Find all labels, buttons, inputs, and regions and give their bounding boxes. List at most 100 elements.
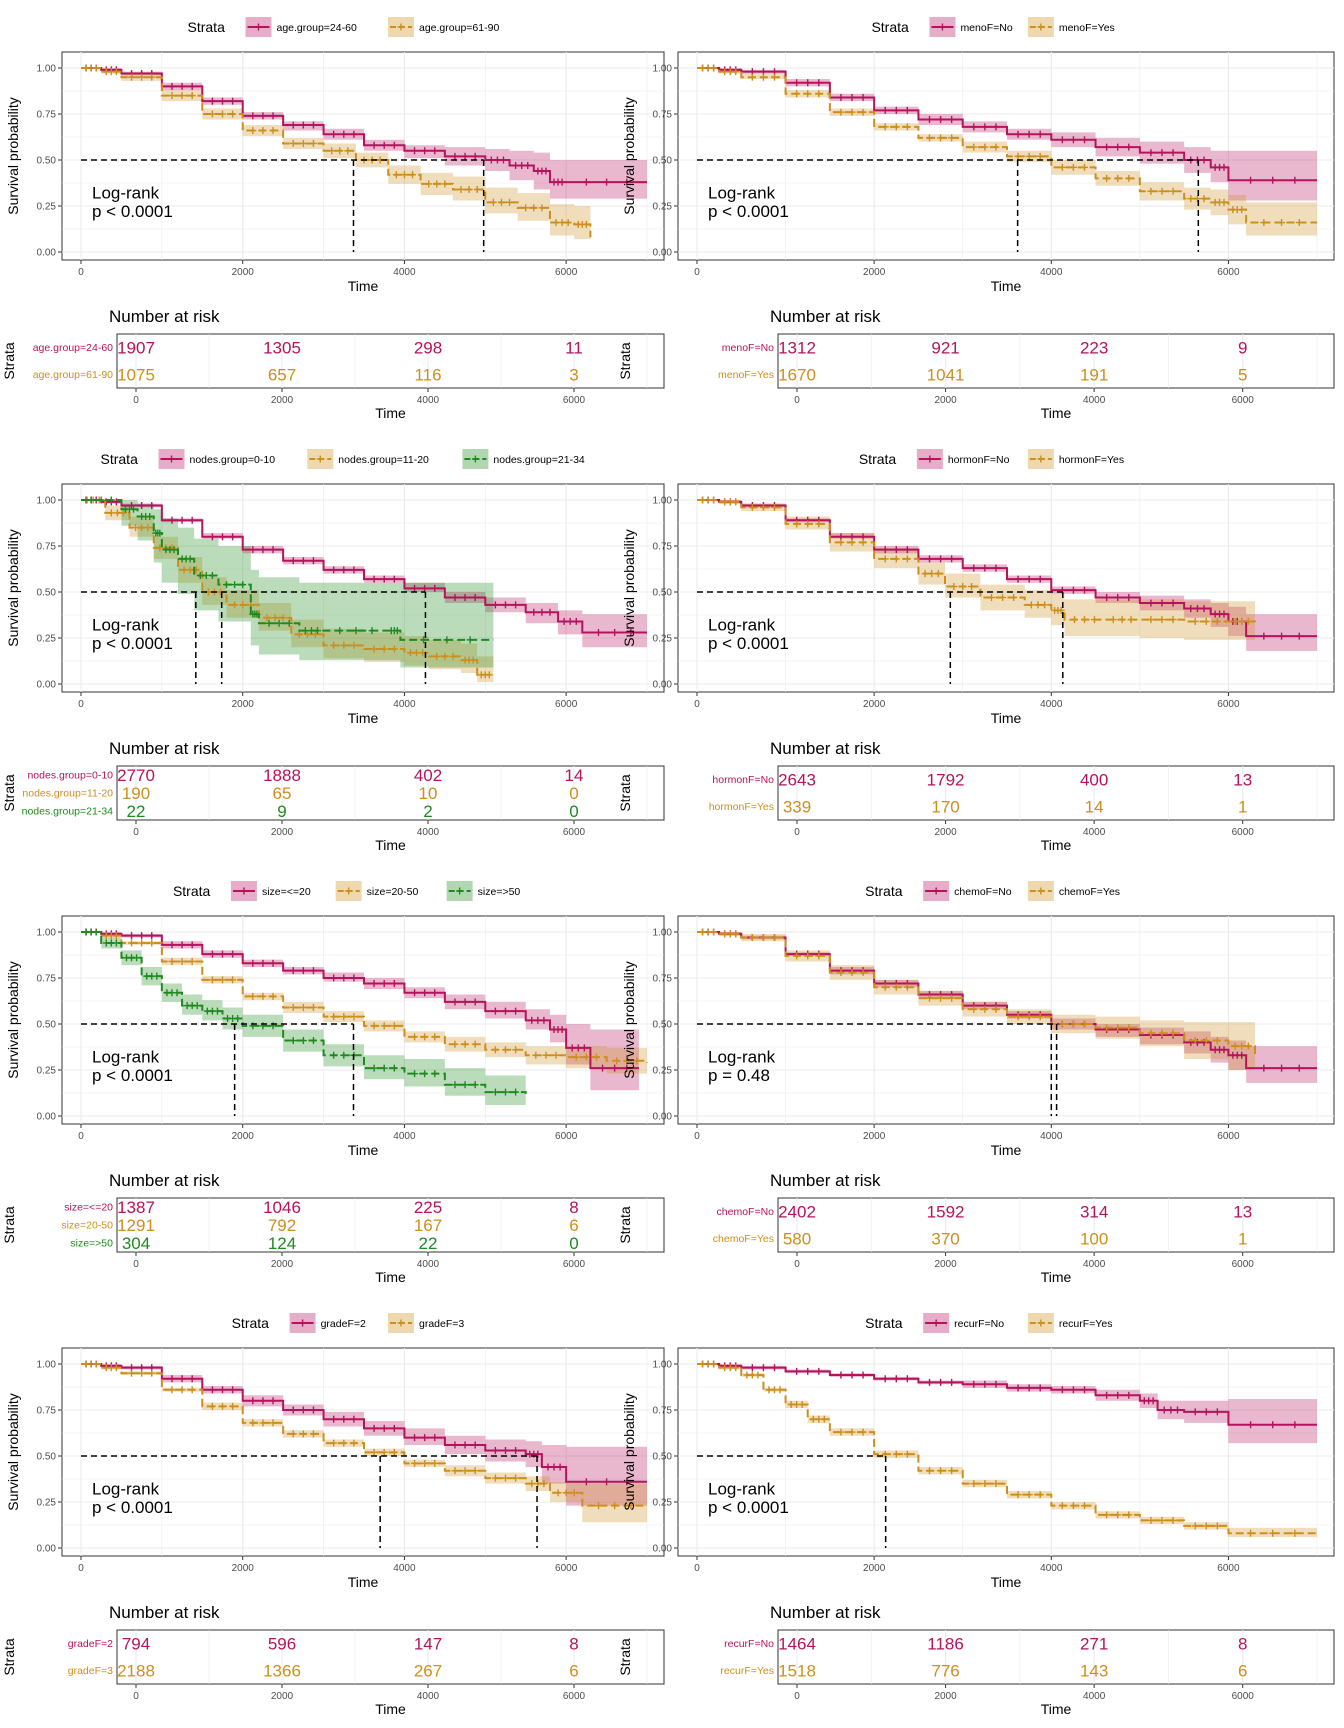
legend-label: age.group=24-60 xyxy=(277,22,357,34)
km-panel-4: Strata size=<=20 size=20-50 size=>50 Log-ran… xyxy=(1,881,665,1285)
risk-y-axis-title: Strata xyxy=(1,342,17,380)
risk-count: 190 xyxy=(122,784,150,803)
risk-x-tick-label: 0 xyxy=(133,395,139,406)
y-tick-label: 0.25 xyxy=(653,202,673,213)
legend-label: hormonF=Yes xyxy=(1059,454,1124,466)
risk-x-tick-label: 4000 xyxy=(1083,1691,1106,1702)
risk-row-label: age.group=61-90 xyxy=(33,369,113,381)
y-tick-label: 0.00 xyxy=(37,1112,57,1123)
risk-count: 124 xyxy=(268,1234,296,1253)
risk-x-tick-label: 4000 xyxy=(417,1259,440,1270)
risk-x-tick-label: 0 xyxy=(794,1691,800,1702)
risk-count: 1387 xyxy=(117,1198,155,1217)
y-axis-title: Survival probability xyxy=(5,961,21,1079)
risk-y-axis-title: Strata xyxy=(617,774,633,812)
risk-row-label: nodes.group=11-20 xyxy=(22,788,113,800)
risk-x-tick-label: 2000 xyxy=(934,1691,957,1702)
risk-x-tick-label: 6000 xyxy=(1232,1691,1255,1702)
legend-label: hormonF=No xyxy=(948,454,1010,466)
survival-curve-1 xyxy=(697,67,1317,224)
risk-count: 2 xyxy=(423,802,432,821)
risk-panel xyxy=(777,1197,1335,1253)
y-tick-label: 0.50 xyxy=(37,588,57,599)
risk-row-label: chemoF=No xyxy=(717,1206,775,1218)
logrank-pvalue: p < 0.0001 xyxy=(708,202,789,221)
risk-count: 267 xyxy=(414,1662,442,1681)
risk-x-tick-label: 4000 xyxy=(417,827,440,838)
x-tick-label: 0 xyxy=(78,699,84,710)
y-tick-label: 0.00 xyxy=(37,1544,57,1555)
legend-title: Strata xyxy=(173,883,211,899)
risk-count: 14 xyxy=(1085,798,1104,817)
risk-count: 2188 xyxy=(117,1662,155,1681)
logrank-label: Log-rank xyxy=(708,184,776,203)
logrank-pvalue: p < 0.0001 xyxy=(92,634,173,653)
legend-title: Strata xyxy=(232,1315,270,1331)
risk-row-label: nodes.group=0-10 xyxy=(27,770,113,782)
km-panel-2: Strata nodes.group=0-10 nodes.group=11-20 n… xyxy=(1,449,665,853)
legend-title: Strata xyxy=(188,19,226,35)
confidence-band xyxy=(697,500,1255,642)
y-tick-label: 0.25 xyxy=(37,202,57,213)
legend-label: menoF=No xyxy=(960,22,1012,34)
y-tick-label: 0.50 xyxy=(653,156,673,167)
y-axis-title: Survival probability xyxy=(5,97,21,215)
risk-panel xyxy=(777,765,1335,821)
logrank-label: Log-rank xyxy=(708,1480,776,1499)
y-tick-label: 0.50 xyxy=(653,588,673,599)
risk-x-tick-label: 6000 xyxy=(563,395,586,406)
legend-label: recurF=Yes xyxy=(1059,1318,1113,1330)
x-axis-title: Time xyxy=(348,1142,379,1158)
x-axis-title: Time xyxy=(348,710,379,726)
legend-label: nodes.group=11-20 xyxy=(338,454,429,466)
risk-y-axis-title: Strata xyxy=(617,1638,633,1676)
x-tick-label: 4000 xyxy=(393,267,416,278)
x-axis-title: Time xyxy=(991,1142,1022,1158)
legend-label: menoF=Yes xyxy=(1059,22,1115,34)
risk-row-label: chemoF=Yes xyxy=(713,1233,774,1245)
legend-label: size=>50 xyxy=(478,886,521,898)
risk-count: 8 xyxy=(569,1635,578,1654)
x-tick-label: 0 xyxy=(694,267,700,278)
risk-x-tick-label: 6000 xyxy=(1232,395,1255,406)
risk-count: 1041 xyxy=(927,366,965,385)
survival-curve-1 xyxy=(697,1363,1318,1536)
risk-count: 10 xyxy=(419,784,438,803)
risk-count: 225 xyxy=(414,1198,442,1217)
x-tick-label: 4000 xyxy=(1040,699,1063,710)
x-tick-label: 4000 xyxy=(1040,1563,1063,1574)
y-tick-label: 0.50 xyxy=(653,1452,673,1463)
risk-table-title: Number at risk xyxy=(770,1171,881,1190)
risk-table-title: Number at risk xyxy=(109,739,220,758)
risk-count: 147 xyxy=(414,1635,442,1654)
logrank-pvalue: p < 0.0001 xyxy=(708,1498,789,1517)
risk-count: 1186 xyxy=(927,1635,964,1654)
x-tick-label: 6000 xyxy=(555,267,578,278)
risk-y-axis-title: Strata xyxy=(617,1206,633,1244)
y-tick-label: 0.75 xyxy=(653,542,673,553)
risk-x-tick-label: 0 xyxy=(133,1259,139,1270)
risk-y-axis-title: Strata xyxy=(1,1206,17,1244)
legend-label: chemoF=Yes xyxy=(1059,886,1120,898)
risk-count: 657 xyxy=(268,366,296,385)
risk-count: 191 xyxy=(1080,366,1108,385)
risk-count: 1312 xyxy=(778,339,816,358)
risk-count: 314 xyxy=(1080,1203,1108,1222)
x-tick-label: 6000 xyxy=(1217,699,1240,710)
risk-count: 9 xyxy=(277,802,286,821)
y-axis-title: Survival probability xyxy=(621,529,637,647)
risk-count: 2643 xyxy=(778,771,816,790)
risk-count: 792 xyxy=(268,1216,296,1235)
x-tick-label: 4000 xyxy=(393,699,416,710)
risk-row-label: recurF=Yes xyxy=(720,1665,774,1677)
risk-count: 1670 xyxy=(778,366,816,385)
y-axis-title: Survival probability xyxy=(621,961,637,1079)
x-tick-label: 2000 xyxy=(232,267,255,278)
y-tick-label: 0.75 xyxy=(653,974,673,985)
risk-row-label: menoF=No xyxy=(722,342,774,354)
risk-count: 170 xyxy=(931,798,959,817)
logrank-pvalue: p < 0.0001 xyxy=(708,634,789,653)
